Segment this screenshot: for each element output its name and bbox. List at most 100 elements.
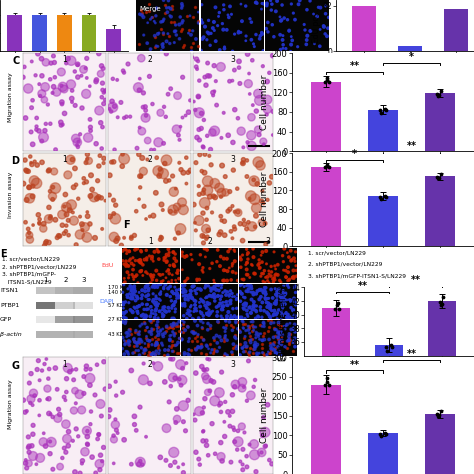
Point — [258, 449, 265, 456]
Point — [63, 375, 70, 383]
Point — [240, 301, 247, 309]
Point — [121, 350, 128, 358]
Point — [270, 248, 278, 255]
Point — [200, 144, 207, 151]
Point — [233, 314, 240, 322]
Point — [171, 298, 179, 306]
Point — [272, 291, 280, 298]
Point — [44, 101, 52, 109]
Point — [139, 103, 147, 111]
Point — [218, 368, 225, 376]
Point — [197, 16, 205, 24]
Point — [251, 342, 259, 350]
Point — [73, 141, 81, 149]
Point — [120, 281, 128, 289]
Point — [271, 271, 279, 279]
Point — [170, 188, 178, 196]
Point — [148, 283, 156, 291]
Point — [175, 159, 183, 166]
Point — [95, 193, 102, 201]
Point — [179, 288, 187, 296]
Point — [220, 1, 228, 9]
Point — [226, 422, 234, 430]
Point — [220, 218, 228, 225]
Point — [154, 167, 162, 175]
Point — [23, 464, 30, 472]
Point — [146, 328, 153, 336]
Point — [237, 0, 245, 8]
Point — [181, 349, 188, 357]
Point — [264, 273, 271, 281]
Point — [160, 283, 167, 291]
Point — [237, 256, 245, 264]
Point — [151, 351, 159, 358]
Point — [241, 315, 249, 322]
Point — [33, 180, 40, 187]
Point — [237, 220, 244, 228]
Point — [171, 235, 179, 243]
Point — [188, 328, 196, 336]
Point — [137, 256, 144, 264]
Point — [265, 279, 273, 287]
Point — [289, 307, 297, 314]
Point — [172, 419, 180, 426]
Point — [39, 438, 47, 446]
Point — [152, 301, 160, 309]
Point — [287, 336, 294, 343]
Point — [26, 236, 34, 243]
Point — [190, 13, 197, 21]
Point — [132, 208, 140, 215]
Point — [284, 316, 292, 323]
Point — [191, 305, 199, 312]
Point — [160, 29, 167, 37]
Point — [248, 321, 255, 328]
Point — [120, 155, 128, 163]
Point — [193, 307, 201, 315]
Point — [266, 303, 274, 311]
Point — [229, 47, 237, 55]
Point — [254, 287, 261, 295]
Point — [125, 274, 132, 282]
Point — [124, 328, 131, 336]
Point — [215, 402, 223, 410]
Point — [264, 96, 271, 103]
Point — [224, 11, 232, 18]
Point — [151, 314, 158, 322]
Point — [268, 268, 275, 276]
Point — [46, 450, 54, 457]
Point — [252, 31, 260, 38]
Point — [157, 18, 165, 26]
Point — [198, 340, 205, 347]
Point — [206, 300, 213, 308]
Point — [26, 194, 34, 202]
Text: 1: 1 — [44, 276, 48, 283]
Point — [320, 22, 328, 30]
Point — [62, 448, 70, 456]
Point — [136, 124, 144, 131]
Point — [256, 303, 264, 311]
Point — [255, 349, 263, 357]
Point — [108, 98, 116, 105]
Point — [219, 299, 227, 306]
Point — [148, 351, 156, 358]
Point — [187, 346, 195, 354]
Point — [173, 322, 180, 329]
Point — [168, 5, 176, 13]
Point — [228, 262, 236, 270]
Point — [142, 283, 149, 290]
Point — [256, 162, 264, 169]
Point — [142, 334, 149, 342]
Point — [333, 301, 340, 309]
Point — [87, 420, 94, 428]
Point — [192, 346, 200, 354]
Point — [272, 349, 279, 357]
Point — [155, 335, 162, 342]
Point — [188, 337, 196, 345]
Point — [246, 329, 254, 337]
Bar — [311, 167, 341, 246]
Point — [217, 296, 224, 303]
Point — [205, 282, 212, 290]
Point — [146, 296, 153, 303]
Point — [167, 85, 174, 92]
Point — [159, 43, 167, 51]
